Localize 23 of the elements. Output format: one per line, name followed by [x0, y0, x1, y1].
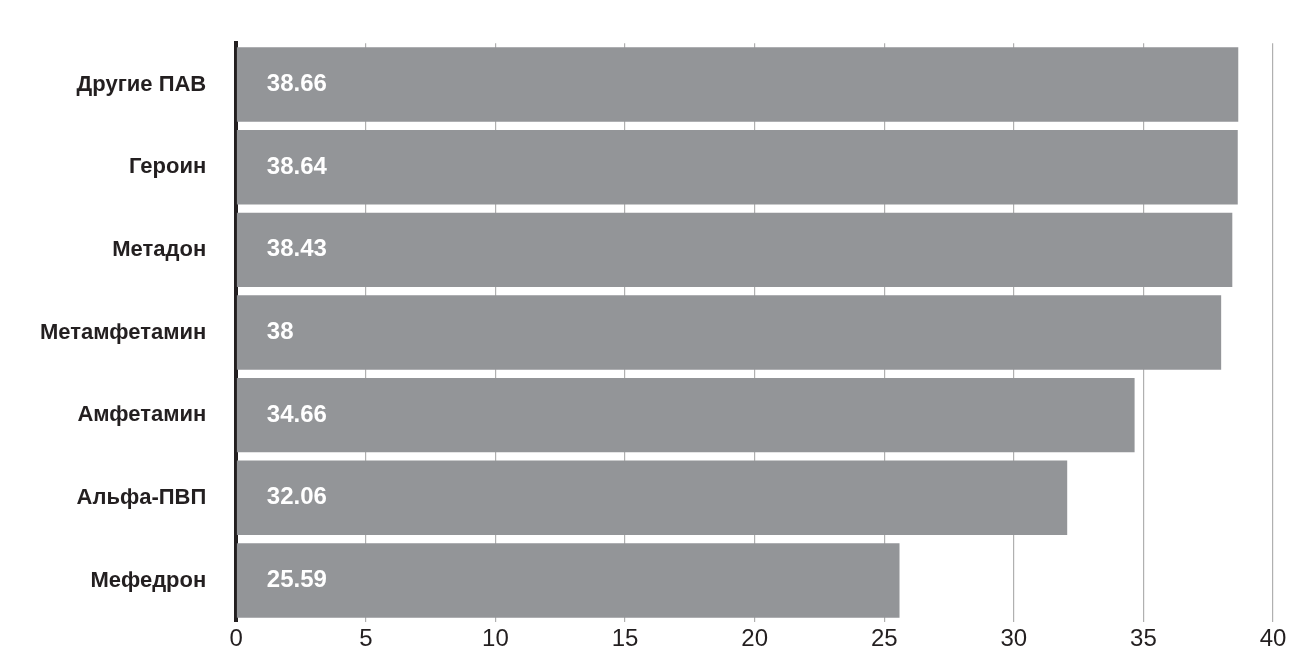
y-tick-label: Амфетамин	[77, 401, 207, 427]
x-tick-label: 25	[870, 623, 898, 651]
x-tick-label: 5	[359, 623, 373, 651]
x-tick-label: 10	[482, 623, 509, 651]
data-label: 32.06	[266, 482, 327, 510]
data-label: 38.64	[266, 151, 328, 179]
y-tick-label: Альфа-ПВП	[76, 483, 207, 509]
y-tick-label: Мефедрон	[90, 566, 207, 592]
x-tick-label: 0	[229, 623, 243, 651]
y-tick-label: Метамфетамин	[39, 318, 207, 344]
x-tick-label: 20	[741, 623, 768, 651]
y-tick-label: Другие ПАВ	[76, 70, 207, 96]
data-label: 25.59	[266, 565, 327, 593]
data-label: 38.66	[266, 69, 327, 97]
x-tick-label: 30	[1000, 623, 1028, 651]
x-tick-label: 35	[1130, 623, 1157, 651]
y-tick-label: Метадон	[112, 235, 207, 261]
data-label: 38.43	[266, 234, 327, 262]
data-label: 34.66	[266, 399, 327, 427]
x-tick-label: 40	[1259, 623, 1287, 651]
data-label: 38	[266, 317, 294, 345]
x-tick-label: 15	[611, 623, 639, 651]
y-tick-label: Героин	[128, 153, 207, 179]
